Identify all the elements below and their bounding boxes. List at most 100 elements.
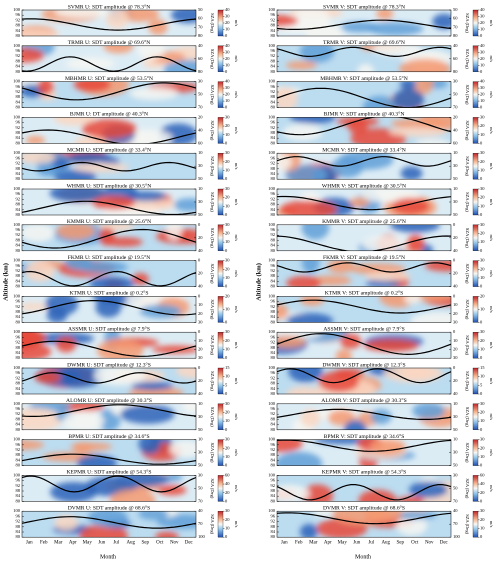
sza-curve	[22, 161, 196, 172]
blob	[392, 88, 425, 108]
sza-tick-label: 30	[198, 79, 203, 84]
blob	[403, 296, 422, 304]
colorbar-tick-label: 0	[480, 498, 483, 503]
blob	[277, 335, 307, 349]
contour-field	[277, 117, 451, 144]
sza-label: SZA (Deg)	[465, 514, 470, 534]
month-label: Feb	[40, 540, 48, 545]
colorbar-unit: m/s	[234, 199, 239, 206]
blob	[336, 117, 380, 127]
blob	[362, 95, 398, 108]
colorbar-tick-label: 30	[225, 222, 230, 227]
colorbar-unit: m/s	[489, 485, 494, 492]
colorbar-tick-label: 30	[480, 508, 485, 513]
colorbar-tick-label: 30	[225, 437, 230, 442]
sza-tick-label: 30	[198, 199, 203, 204]
y-tick-label: 100	[268, 150, 276, 155]
colorbar-tick-label: 0	[225, 319, 228, 324]
y-tick-label: 88	[16, 381, 21, 386]
colorbar-tick-label: 20	[225, 159, 230, 164]
sza-tick-label: 30	[453, 79, 458, 84]
sza-tick-label: 80	[198, 69, 203, 74]
sza-tick-label: 0	[198, 258, 201, 263]
sza-label: SZA (Deg)	[465, 407, 470, 427]
blob	[279, 200, 337, 215]
colorbar-tick-label: 10	[225, 62, 230, 67]
colorbar	[217, 296, 224, 323]
sza-curve	[277, 512, 451, 525]
colorbar-tick-label: 15	[480, 365, 485, 370]
month-label: May	[83, 540, 93, 545]
y-tick-label: 92	[16, 375, 21, 380]
colorbar-tick-label: 0	[225, 248, 228, 253]
colorbar-tick-label: 30	[480, 437, 485, 442]
blob	[412, 403, 445, 420]
blob	[109, 489, 156, 502]
sza-label: SZA (Deg)	[465, 299, 470, 319]
blob	[63, 410, 105, 430]
y-tick-label: 100	[268, 437, 276, 442]
blob	[288, 368, 323, 383]
colorbar-tick-label: 0	[480, 248, 483, 253]
contour-field	[22, 511, 196, 538]
blob	[286, 276, 322, 287]
colorbar-tick-label: 5	[480, 382, 483, 387]
blob	[49, 189, 107, 203]
panel-title: MBHMR V: SDT amplitude @ 53.5°N	[320, 75, 408, 82]
y-tick-label: 96	[271, 299, 276, 304]
blob	[105, 10, 129, 29]
colorbar	[472, 117, 479, 144]
panel-title: MCMR U: SDT amplitude @ 33.4°N	[67, 146, 151, 153]
blob	[424, 260, 451, 272]
panel-title: ALOMR V: SDT amplitude @ 30.3°S	[321, 397, 406, 404]
sza-label: SZA (Deg)	[210, 443, 215, 463]
sza-tick-label: 60	[453, 140, 458, 145]
sza-tick-label: 70	[198, 105, 203, 110]
y-tick-label: 100	[13, 258, 21, 263]
blob	[414, 138, 451, 144]
contour-field	[22, 153, 196, 180]
y-tick-label: 88	[271, 381, 276, 386]
blob	[327, 260, 355, 274]
colorbar-unit: m/s	[489, 199, 494, 206]
y-tick-label: 80	[271, 534, 276, 539]
y-tick-label: 80	[16, 284, 21, 289]
sza-tick-label: 50	[198, 176, 203, 181]
blob	[152, 345, 196, 354]
y-tick-label: 80	[271, 355, 276, 360]
y-tick-label: 88	[16, 130, 21, 135]
colorbar-tick-label: 20	[480, 159, 485, 164]
sza-tick-label: 70	[453, 498, 458, 503]
y-tick-label: 96	[16, 48, 21, 53]
colorbar-unit: m/s	[234, 378, 239, 385]
colorbar-tick-label: 40	[225, 7, 230, 12]
sza-tick-label: 50	[453, 463, 458, 468]
sza-tick-label: 50	[453, 176, 458, 181]
blob	[56, 336, 77, 353]
month-label: Mar	[309, 540, 318, 545]
y-tick-label: 96	[271, 406, 276, 411]
y-tick-label: 96	[271, 12, 276, 17]
sza-tick-label: 50	[453, 212, 458, 217]
sza-tick-label: 100	[198, 534, 206, 539]
y-tick-label: 80	[271, 498, 276, 503]
y-tick-label: 80	[271, 69, 276, 74]
blob	[400, 166, 423, 180]
colorbar-tick-label: 30	[480, 401, 485, 406]
blob	[340, 21, 380, 33]
contour-field	[277, 511, 451, 538]
colorbar-unit: m/s	[489, 235, 494, 242]
sza-tick-label: 50	[198, 92, 203, 97]
sza-label: SZA (Deg)	[465, 156, 470, 176]
sza-label: SZA (Deg)	[210, 407, 215, 427]
sza-tick-label: 70	[453, 105, 458, 110]
y-tick-label: 88	[271, 273, 276, 278]
y-tick-label: 88	[16, 166, 21, 171]
sza-tick-label: 20	[198, 347, 203, 352]
panel-title: FKMR V: SDT amplitude @ 19.5°N	[323, 254, 405, 261]
y-tick-label: 96	[271, 513, 276, 518]
blob	[369, 439, 406, 455]
sza-label: SZA (Deg)	[210, 335, 215, 355]
y-tick-label: 92	[16, 17, 21, 22]
y-tick-label: 84	[271, 350, 276, 355]
